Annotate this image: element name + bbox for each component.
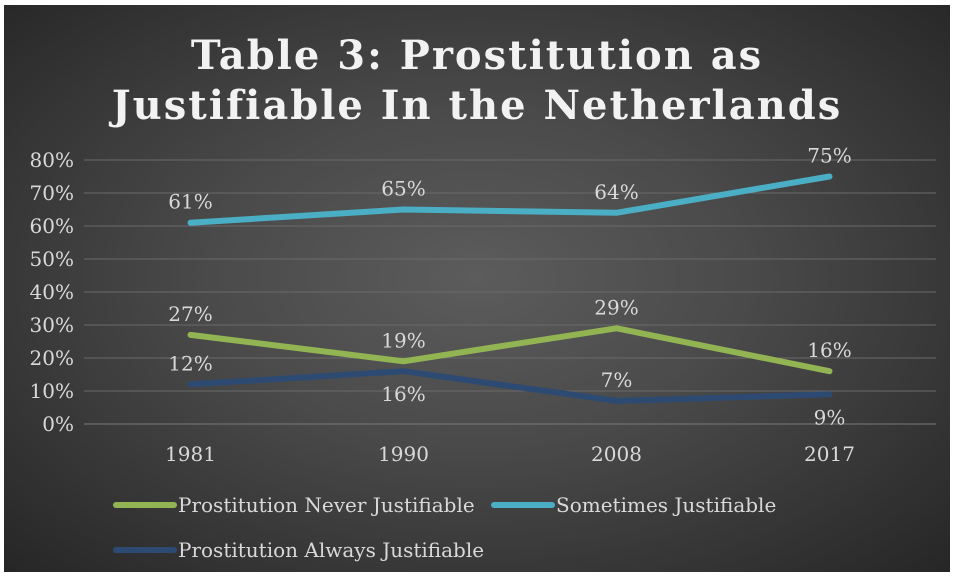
y-tick-label: 70%	[30, 181, 74, 205]
x-tick-label: 1990	[378, 442, 429, 466]
data-labels: 27% 19% 29% 16% 61% 65% 64% 75% 12% 16% 7% 9%	[168, 144, 851, 430]
series-line	[187, 325, 833, 375]
data-label: 16%	[381, 382, 425, 406]
data-label: 65%	[381, 177, 425, 201]
chart-frame: Table 3: Prostitution as Justifiable In …	[4, 5, 950, 572]
y-tick-label: 60%	[30, 214, 74, 238]
data-label: 7%	[601, 368, 633, 392]
x-tick-label: 2008	[591, 442, 642, 466]
y-tick-label: 20%	[30, 346, 74, 370]
data-label: 29%	[594, 295, 638, 319]
legend: Prostitution Never Justifiable Sometimes …	[113, 493, 776, 562]
chart-title-line-2: Justifiable In the Netherlands	[109, 82, 843, 129]
x-tick-label: 1981	[165, 442, 216, 466]
data-label: 61%	[168, 190, 212, 214]
data-label: 16%	[807, 338, 851, 362]
x-tick-label: 2017	[804, 442, 855, 466]
legend-label: Sometimes Justifiable	[556, 493, 776, 517]
line-chart: Table 3: Prostitution as Justifiable In …	[30, 32, 936, 562]
data-label: 75%	[807, 144, 851, 168]
y-tick-label: 10%	[30, 379, 74, 403]
legend-label: Prostitution Never Justifiable	[178, 493, 475, 517]
data-label: 64%	[594, 180, 638, 204]
gridlines	[84, 159, 936, 425]
chart-title-line-1: Table 3: Prostitution as	[191, 32, 763, 79]
legend-label: Prostitution Always Justifiable	[178, 538, 484, 562]
y-tick-label: 0%	[42, 412, 74, 436]
data-label: 12%	[168, 351, 212, 375]
y-tick-label: 50%	[30, 247, 74, 271]
x-axis-ticks: 1981 1990 2008 2017	[165, 442, 855, 466]
series-lines	[187, 173, 833, 404]
series-line	[187, 173, 833, 226]
data-label: 27%	[168, 302, 212, 326]
y-tick-label: 80%	[30, 148, 74, 172]
y-tick-label: 30%	[30, 313, 74, 337]
data-label: 9%	[814, 405, 846, 429]
data-label: 19%	[381, 328, 425, 352]
y-axis-ticks: 0% 10% 20% 30% 40% 50% 60% 70% 80%	[30, 148, 74, 436]
series-line	[187, 368, 833, 404]
y-tick-label: 40%	[30, 280, 74, 304]
